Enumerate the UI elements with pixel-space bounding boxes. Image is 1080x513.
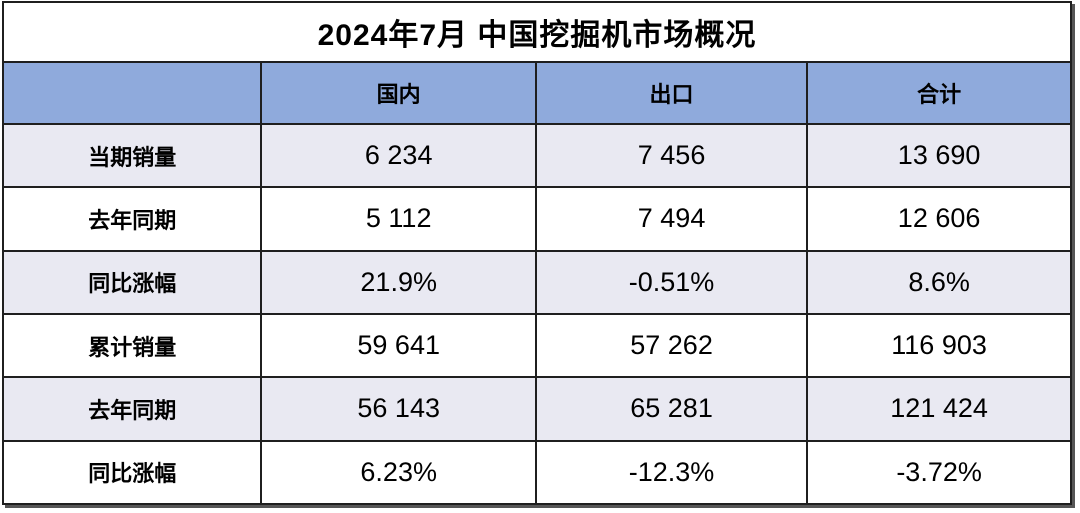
row-label: 去年同期 [1,186,263,252]
data-cell: 57 262 [534,312,809,379]
table-row-current-sales: 当期销量 6 234 7 456 13 690 [1,122,1072,189]
data-cell: 7 494 [534,186,809,252]
data-cell: 21.9% [260,249,537,315]
data-cell: 116 903 [806,312,1072,379]
row-label: 当期销量 [1,122,263,189]
data-cell: 6 234 [260,122,537,189]
column-header-export: 出口 [534,61,809,125]
data-cell: 8.6% [806,249,1072,315]
data-cell: 56 143 [260,376,537,442]
title-row: 2024年7月 中国挖掘机市场概况 [2,1,1072,63]
row-label: 累计销量 [1,312,263,379]
row-label: 去年同期 [1,376,263,442]
table-row-last-year-same-period: 去年同期 5 112 7 494 12 606 [1,186,1072,252]
data-cell: 65 281 [534,376,809,442]
table-row-yoy-change: 同比涨幅 21.9% -0.51% 8.6% [1,249,1072,315]
header-row: 国内 出口 合计 [1,61,1072,125]
column-header-domestic: 国内 [260,61,537,125]
row-label: 同比涨幅 [1,439,263,506]
data-cell: -3.72% [806,439,1072,506]
table-row-yoy-change-cumulative: 同比涨幅 6.23% -12.3% -3.72% [1,439,1072,506]
column-header-blank [1,61,263,125]
table-row-cumulative-sales: 累计销量 59 641 57 262 116 903 [1,312,1072,379]
page-title: 2024年7月 中国挖掘机市场概况 [2,1,1072,63]
data-cell: 121 424 [806,376,1072,442]
data-cell: -12.3% [534,439,809,506]
column-header-total: 合计 [806,61,1072,125]
data-cell: 7 456 [534,122,809,189]
table-row-last-year-same-period-cumulative: 去年同期 56 143 65 281 121 424 [1,376,1072,442]
data-cell: 6.23% [260,439,537,506]
data-cell: 5 112 [260,186,537,252]
excavator-market-table: 2024年7月 中国挖掘机市场概况 国内 出口 合计 当期销量 6 234 7 … [1,1,1072,506]
data-cell: 13 690 [806,122,1072,189]
row-label: 同比涨幅 [1,249,263,315]
data-cell: -0.51% [534,249,809,315]
data-cell: 12 606 [806,186,1072,252]
data-cell: 59 641 [260,312,537,379]
